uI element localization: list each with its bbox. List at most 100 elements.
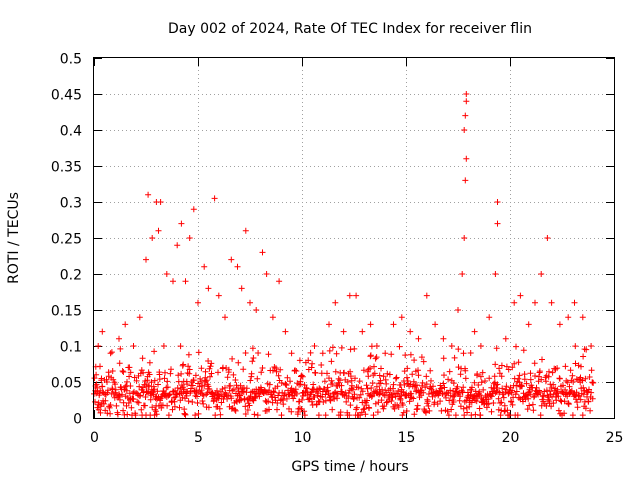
data-point: [462, 375, 469, 382]
data-point: [266, 381, 273, 388]
y-tick-label: 0.5: [60, 52, 82, 68]
data-point: [327, 397, 334, 404]
data-point: [113, 402, 120, 409]
data-point: [214, 387, 220, 394]
data-point: [340, 328, 347, 335]
data-point: [398, 314, 405, 321]
data-point: [579, 412, 586, 419]
data-point: [489, 390, 496, 397]
data-point: [572, 343, 579, 350]
data-point: [423, 292, 430, 299]
data-point: [406, 398, 413, 405]
data-point: [423, 381, 430, 388]
data-point: [418, 354, 425, 361]
data-point: [97, 363, 103, 370]
x-tick-label: 20: [502, 430, 520, 446]
data-point: [242, 403, 249, 410]
data-point: [461, 127, 468, 133]
data-point: [315, 412, 322, 419]
data-point: [208, 360, 215, 367]
data-point: [477, 412, 484, 419]
data-point: [136, 314, 143, 321]
data-point: [239, 388, 246, 395]
data-point: [186, 366, 193, 373]
data-point: [441, 384, 448, 391]
data-point: [517, 292, 524, 299]
data-point: [494, 381, 501, 388]
data-point: [163, 271, 170, 277]
x-tick-label: 5: [194, 430, 203, 446]
data-point: [413, 382, 420, 389]
data-point: [126, 373, 133, 380]
data-point: [249, 345, 256, 352]
data-point: [237, 392, 244, 399]
data-point: [284, 374, 291, 381]
data-point: [378, 365, 384, 372]
data-point: [322, 412, 329, 419]
data-point: [561, 398, 568, 405]
data-point: [506, 412, 513, 419]
data-point: [461, 235, 468, 241]
data-point: [577, 396, 584, 403]
data-point: [557, 397, 564, 404]
data-point: [388, 351, 395, 358]
data-point: [278, 412, 285, 419]
data-point: [189, 399, 196, 405]
data-point: [521, 371, 528, 378]
data-point: [335, 375, 342, 382]
data-point: [537, 412, 544, 419]
data-point: [505, 366, 512, 373]
data-point: [341, 369, 348, 376]
data-point: [510, 394, 517, 401]
data-point: [238, 285, 245, 292]
data-point: [332, 299, 339, 306]
data-point: [155, 381, 161, 388]
data-point: [527, 376, 534, 383]
data-point: [450, 399, 457, 405]
y-tick-label: 0: [73, 412, 82, 428]
data-point: [514, 412, 521, 419]
data-point: [498, 362, 505, 369]
data-point: [508, 398, 515, 405]
data-point: [229, 355, 236, 362]
data-point: [230, 386, 237, 393]
data-point: [415, 335, 422, 342]
data-point: [445, 376, 452, 383]
data-point: [578, 363, 584, 370]
data-point: [374, 409, 381, 416]
data-point: [378, 397, 385, 404]
data-point: [207, 363, 214, 370]
data-point: [156, 376, 163, 383]
data-point: [539, 356, 545, 363]
data-point: [509, 387, 516, 394]
data-point: [428, 377, 434, 384]
data-point: [476, 392, 483, 399]
data-point: [269, 367, 276, 374]
data-point: [573, 389, 580, 396]
data-point: [269, 314, 276, 321]
data-point: [389, 394, 396, 401]
data-point: [274, 400, 281, 406]
data-point: [561, 410, 568, 417]
data-point: [569, 372, 576, 379]
data-point: [303, 385, 310, 392]
data-point: [424, 398, 431, 405]
data-point: [275, 392, 282, 399]
data-point: [410, 395, 417, 402]
data-point: [499, 385, 506, 392]
data-point: [328, 377, 335, 384]
data-point: [124, 378, 130, 385]
data-point: [537, 389, 544, 396]
data-point: [548, 384, 555, 391]
data-point: [446, 368, 453, 375]
data-point: [425, 391, 432, 397]
data-point: [575, 392, 582, 399]
data-point: [513, 382, 520, 389]
data-point: [266, 406, 272, 413]
data-point: [530, 407, 537, 414]
data-point: [402, 352, 409, 359]
data-point: [357, 391, 364, 398]
data-point: [455, 307, 461, 313]
data-point: [370, 412, 377, 419]
data-point: [461, 412, 468, 419]
